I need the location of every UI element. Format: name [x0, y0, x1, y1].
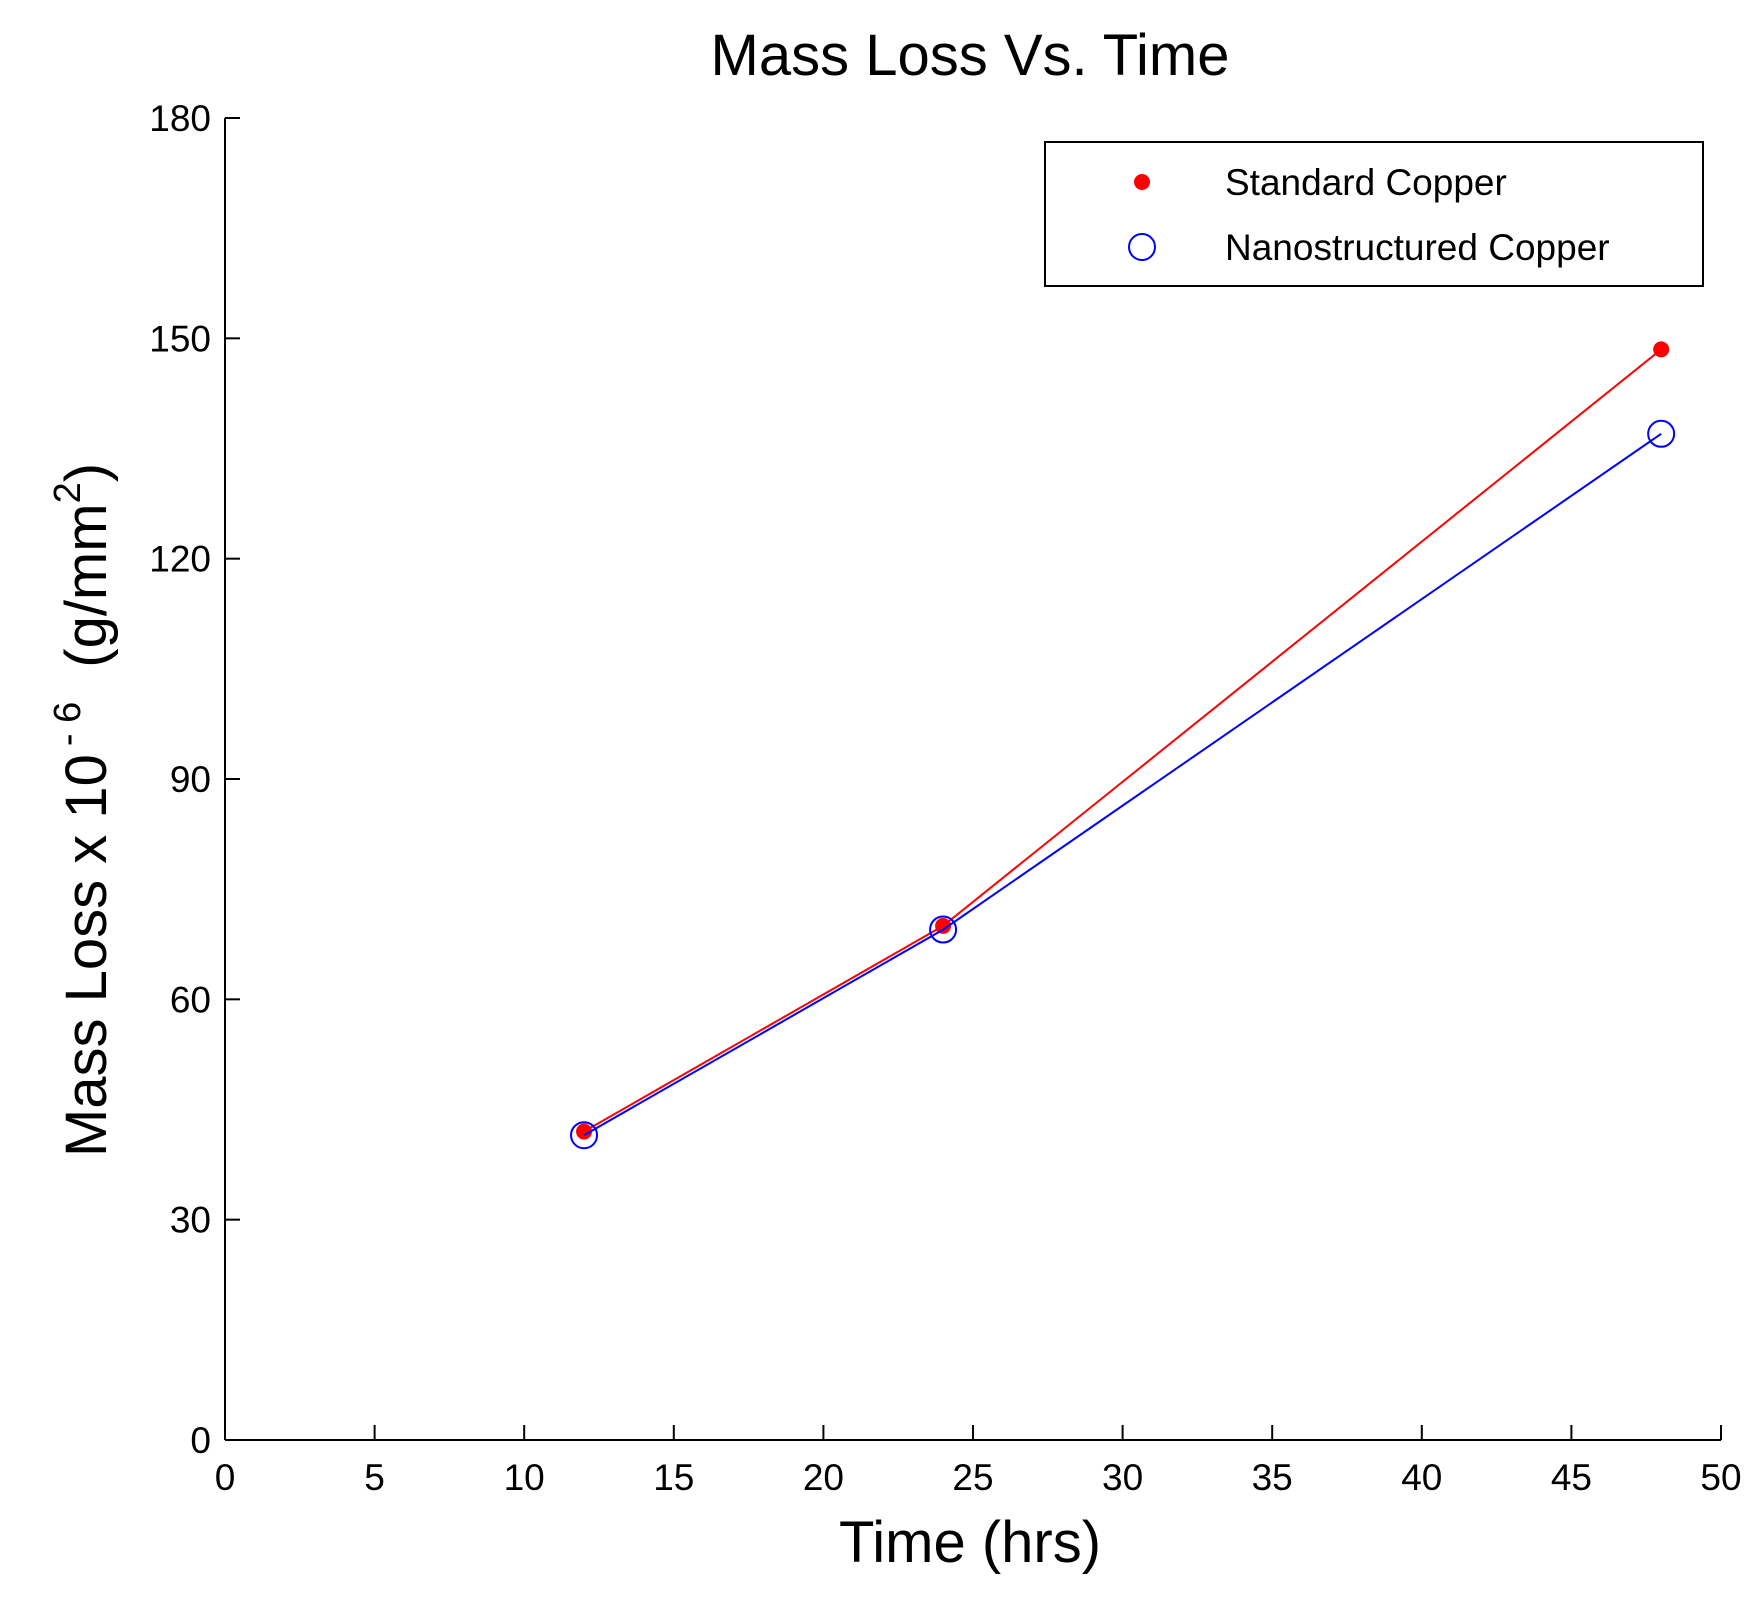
y-tick-label: 180	[149, 98, 211, 139]
series-line-nanostructured-copper	[583, 432, 1662, 1137]
y-axis-label-unit-open: (g/mm	[54, 503, 119, 667]
x-tick-label: 10	[504, 1457, 545, 1498]
y-axis-label-unit-close: )	[54, 463, 119, 482]
y-axis-ticks: 0 30 60 90 120 150 180	[149, 98, 240, 1461]
x-tick-label: 50	[1700, 1457, 1741, 1498]
y-axis-label: Mass Loss x 10 - 6 (g/mm2)	[47, 463, 119, 1157]
y-tick-label: 120	[149, 539, 211, 580]
x-axis-ticks: 0 5 10 15 20 25 30 35 40 45 50	[215, 1425, 1742, 1498]
data-point-nanostructured-copper	[570, 1121, 599, 1150]
chart-title: Mass Loss Vs. Time	[711, 23, 1230, 88]
y-tick-label: 30	[170, 1200, 211, 1241]
x-tick-label: 5	[364, 1457, 385, 1498]
x-tick-label: 45	[1551, 1457, 1592, 1498]
legend-label-standard-copper: Standard Copper	[1225, 162, 1507, 203]
x-tick-label: 30	[1102, 1457, 1143, 1498]
legend-box	[1044, 141, 1704, 287]
y-axis-label-main: Mass Loss x 10	[54, 754, 119, 1157]
legend-marker-nanostructured-copper	[1128, 233, 1156, 261]
x-tick-label: 25	[952, 1457, 993, 1498]
legend: Standard Copper Nanostructured Copper	[1044, 141, 1704, 287]
y-axis-label-exponent: - 6	[47, 702, 89, 746]
legend-marker-standard-copper	[1134, 174, 1150, 190]
x-axis-label: Time (hrs)	[839, 1510, 1101, 1575]
data-point-nanostructured-copper	[1647, 419, 1676, 448]
data-point-standard-copper	[576, 1123, 593, 1140]
x-tick-label: 0	[215, 1457, 236, 1498]
x-tick-label: 15	[653, 1457, 694, 1498]
x-tick-label: 35	[1252, 1457, 1293, 1498]
series-layer	[570, 341, 1676, 1150]
data-point-nanostructured-copper	[929, 915, 958, 944]
data-point-standard-copper	[935, 917, 952, 934]
y-tick-label: 150	[149, 318, 211, 359]
legend-label-nanostructured-copper: Nanostructured Copper	[1225, 227, 1610, 268]
y-tick-label: 0	[190, 1420, 211, 1461]
data-point-standard-copper	[1653, 341, 1670, 358]
y-tick-label: 60	[170, 979, 211, 1020]
y-tick-label: 90	[170, 759, 211, 800]
y-axis-label-unit-exponent: 2	[47, 482, 89, 503]
x-tick-label: 40	[1401, 1457, 1442, 1498]
x-tick-label: 20	[803, 1457, 844, 1498]
